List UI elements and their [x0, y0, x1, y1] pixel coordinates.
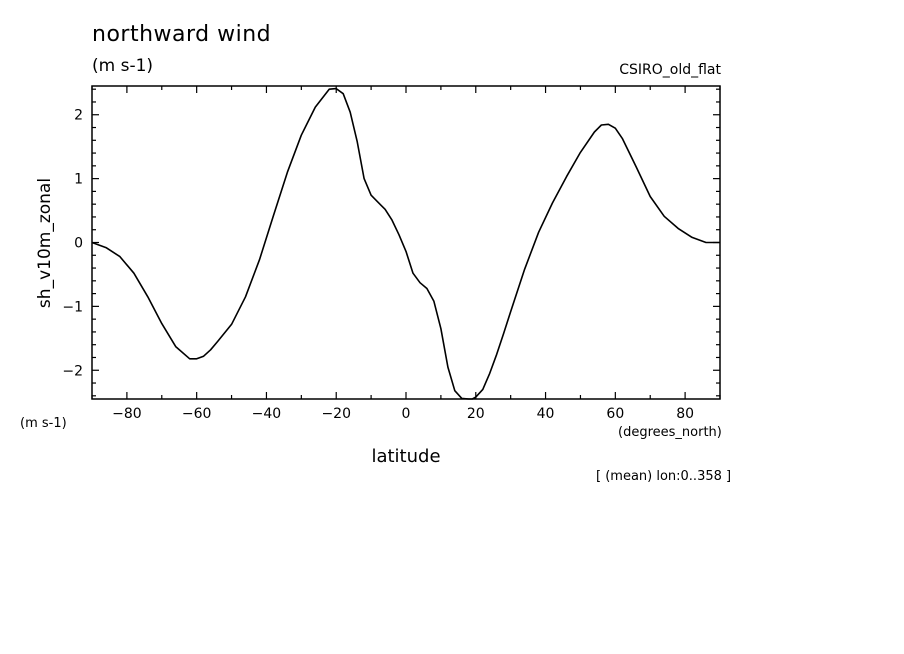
x-tick-label: 60 — [606, 406, 624, 422]
plot-frame — [91, 85, 721, 400]
x-tick-label: 20 — [467, 406, 485, 422]
x-axis-ticks: −80 −60 −40 −20 0 20 40 60 80 — [91, 86, 721, 422]
x-tick-label: 0 — [402, 406, 411, 422]
x-tick-label: −80 — [112, 406, 142, 422]
x-tick-label: −60 — [182, 406, 212, 422]
x-tick-label: 40 — [537, 406, 555, 422]
x-tick-label: 80 — [676, 406, 694, 422]
y-axis-units: (m s-1) — [20, 416, 67, 431]
y-axis-ticks: −2 −1 0 1 2 — [62, 88, 720, 397]
x-axis-units: (degrees_north) — [618, 425, 722, 440]
x-tick-label: −20 — [321, 406, 351, 422]
averaging-note: [ (mean) lon:0..358 ] — [596, 469, 732, 484]
chart-title: northward wind — [92, 22, 272, 47]
series-line — [91, 87, 720, 400]
y-tick-label: 2 — [74, 108, 83, 124]
y-tick-label: −1 — [62, 299, 83, 315]
x-axis-label: latitude — [371, 446, 441, 467]
chart-units: (m s-1) — [92, 56, 154, 76]
y-tick-label: −2 — [62, 363, 83, 379]
x-tick-label: −40 — [252, 406, 282, 422]
y-tick-label: 0 — [74, 236, 83, 252]
model-label: CSIRO_old_flat — [619, 62, 721, 78]
y-tick-label: 1 — [74, 172, 83, 188]
